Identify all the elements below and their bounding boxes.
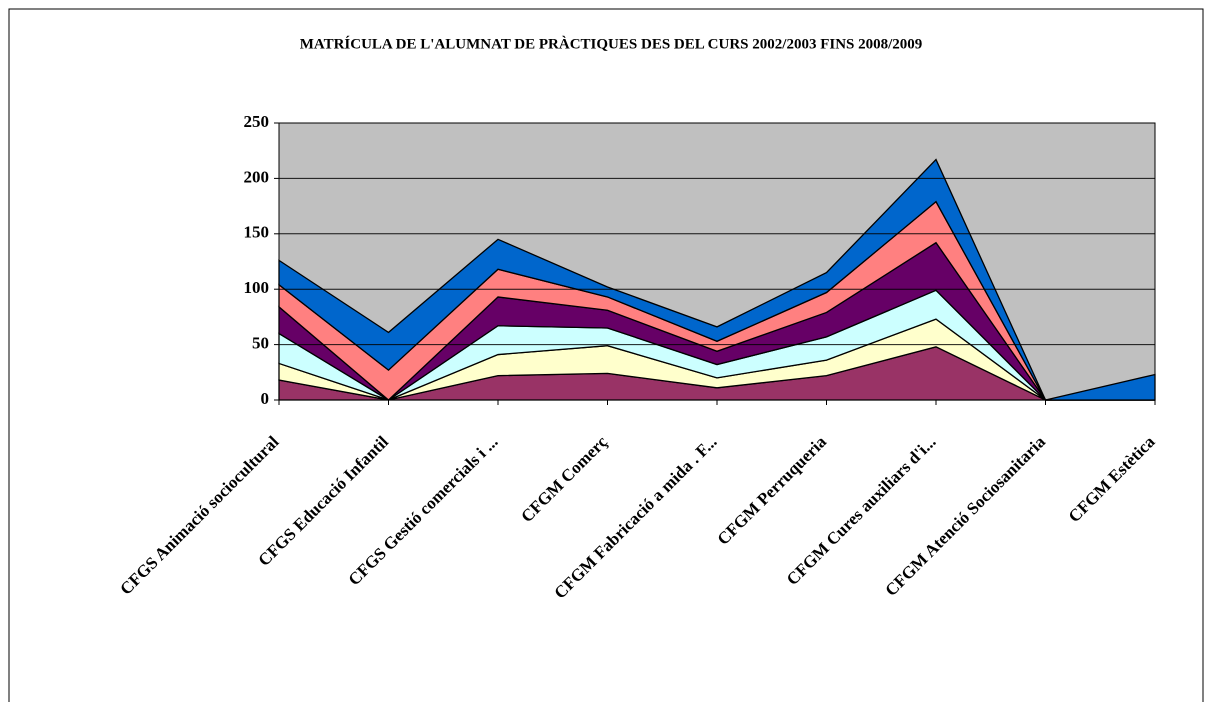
y-tick-label: 100: [244, 278, 270, 297]
x-tick-label: CFGM Comerç: [517, 432, 611, 526]
y-tick-label: 200: [244, 167, 270, 186]
y-tick-label: 50: [252, 334, 269, 353]
y-tick-label: 0: [261, 389, 270, 408]
y-tick-label: 250: [244, 112, 270, 131]
chart-title: MATRÍCULA DE L'ALUMNAT DE PRÀCTIQUES DES…: [300, 35, 923, 52]
chart-frame: [8, 8, 1204, 702]
x-tick-label: CFGM Estètica: [1065, 432, 1159, 526]
y-tick-label: 150: [244, 223, 270, 242]
x-tick-label: CFGS Animació sociocultural: [116, 432, 283, 599]
x-tick-label: CFGM Perruqueria: [713, 432, 830, 549]
